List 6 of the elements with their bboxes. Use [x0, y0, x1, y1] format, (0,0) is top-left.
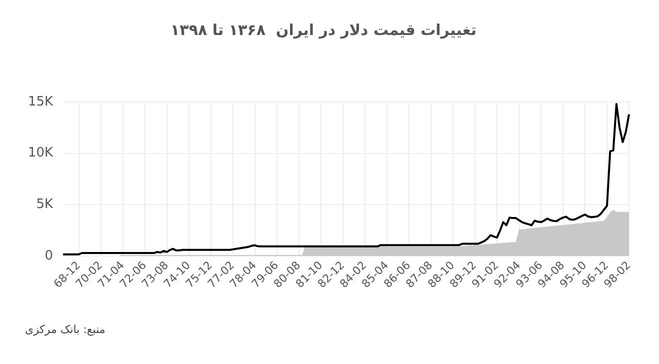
- y-tick-label: 0: [44, 248, 54, 264]
- text: منبع: بانک مرکزی: [25, 322, 106, 336]
- chart-title: تغییرات قیمت دلار در ایران ۱۳۶۸ تا ۱۳۹۸: [170, 20, 476, 39]
- y-tick-label: 10K: [28, 146, 54, 161]
- y-tick-label: 5K: [36, 197, 54, 212]
- y-tick-label: 15K: [28, 94, 54, 110]
